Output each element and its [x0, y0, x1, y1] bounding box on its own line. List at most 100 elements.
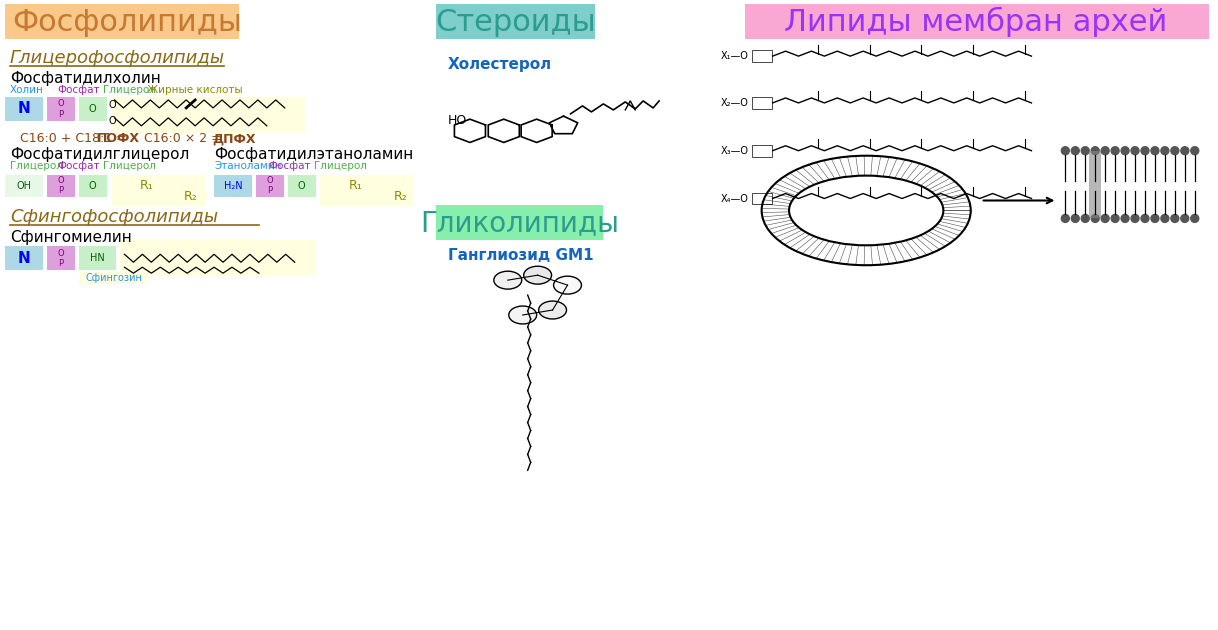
Circle shape — [1091, 214, 1099, 222]
Circle shape — [1101, 214, 1110, 222]
Bar — [214, 175, 252, 197]
Text: N: N — [17, 101, 30, 117]
Text: Жирные кислоты: Жирные кислоты — [147, 85, 242, 95]
Circle shape — [1061, 147, 1069, 155]
Bar — [111, 97, 304, 133]
Bar — [256, 175, 284, 197]
Bar — [752, 97, 772, 109]
Text: R₁: R₁ — [139, 179, 153, 192]
Bar — [46, 175, 74, 197]
Text: C16:0 + C18:1 =: C16:0 + C18:1 = — [19, 132, 127, 146]
Text: O
P: O P — [57, 176, 65, 195]
Text: Холестерол: Холестерол — [448, 57, 552, 72]
Ellipse shape — [538, 301, 566, 319]
Text: O
P: O P — [267, 176, 273, 195]
Text: O: O — [89, 181, 96, 190]
Text: X₂—O: X₂—O — [721, 98, 749, 108]
Circle shape — [1151, 214, 1158, 222]
Text: Глицерол: Глицерол — [313, 161, 367, 171]
Circle shape — [1161, 214, 1169, 222]
Text: N: N — [17, 251, 30, 266]
Bar — [46, 246, 74, 270]
Text: Липиды мембран архей: Липиды мембран архей — [784, 7, 1167, 37]
Bar — [436, 4, 596, 39]
Circle shape — [1091, 147, 1099, 155]
Text: O: O — [108, 116, 116, 126]
Bar — [79, 175, 106, 197]
Bar — [752, 145, 772, 157]
Circle shape — [1151, 147, 1158, 155]
Circle shape — [1121, 147, 1129, 155]
Bar — [121, 240, 314, 276]
Bar — [752, 193, 772, 205]
Text: O
P: O P — [57, 249, 65, 268]
Text: Фосфат: Фосфат — [269, 161, 312, 171]
Text: OH: OH — [16, 181, 32, 190]
Ellipse shape — [553, 276, 581, 294]
Bar — [46, 97, 74, 121]
Text: Глицерол: Глицерол — [102, 85, 156, 95]
Circle shape — [1111, 147, 1119, 155]
Circle shape — [1121, 214, 1129, 222]
Text: R₁: R₁ — [348, 179, 362, 192]
Text: Фосфатидилглицерол: Фосфатидилглицерол — [10, 147, 189, 162]
Bar — [752, 50, 772, 62]
Text: Глицерофосфолипиды: Глицерофосфолипиды — [10, 49, 225, 67]
Text: Сфингомиелин: Сфингомиелин — [10, 230, 132, 245]
Circle shape — [1141, 147, 1149, 155]
Circle shape — [1170, 214, 1179, 222]
Text: O: O — [89, 104, 96, 114]
Text: C16:0 × 2 =: C16:0 × 2 = — [145, 132, 222, 146]
Bar — [79, 272, 149, 284]
Text: Фосфат: Фосфат — [57, 161, 100, 171]
Circle shape — [1191, 147, 1199, 155]
Circle shape — [1082, 214, 1089, 222]
Circle shape — [1141, 214, 1149, 222]
Circle shape — [1072, 147, 1079, 155]
Bar — [79, 246, 117, 270]
Circle shape — [1161, 147, 1169, 155]
Circle shape — [1061, 214, 1069, 222]
Ellipse shape — [493, 271, 521, 289]
Bar — [436, 205, 603, 240]
Text: Сфингофосфолипиды: Сфингофосфолипиды — [10, 209, 218, 226]
Text: Сфингозин: Сфингозин — [85, 273, 143, 283]
Text: ДПФХ: ДПФХ — [212, 132, 256, 146]
Bar — [5, 175, 43, 197]
Text: ПОФХ: ПОФХ — [96, 132, 140, 146]
Text: Холин: Холин — [10, 85, 44, 95]
Text: Фосфолипиды: Фосфолипиды — [12, 8, 242, 37]
Circle shape — [1072, 214, 1079, 222]
Text: R₂: R₂ — [393, 190, 407, 203]
Text: Ганглиозид GM1: Ганглиозид GM1 — [448, 248, 593, 263]
Circle shape — [1111, 214, 1119, 222]
Text: Фосфатидилхолин: Фосфатидилхолин — [10, 71, 161, 86]
Text: Глицерол: Глицерол — [10, 161, 63, 171]
Text: O: O — [298, 181, 306, 190]
Circle shape — [1132, 147, 1139, 155]
Circle shape — [1132, 214, 1139, 222]
Bar — [1089, 151, 1101, 219]
Circle shape — [1191, 214, 1199, 222]
Text: Фосфатидилэтаноламин: Фосфатидилэтаноламин — [214, 147, 413, 162]
Text: O
P: O P — [57, 99, 65, 118]
Text: Стероиды: Стероиды — [435, 8, 596, 37]
Text: X₄—O: X₄—O — [721, 193, 749, 203]
Bar — [79, 97, 106, 121]
Circle shape — [1180, 214, 1189, 222]
Text: X₁—O: X₁—O — [721, 51, 749, 61]
Text: HO: HO — [448, 115, 468, 127]
Bar — [287, 175, 315, 197]
Bar — [111, 175, 205, 207]
Bar — [744, 4, 1208, 39]
Text: O: O — [108, 100, 116, 110]
Text: Этаноламин: Этаноламин — [214, 161, 281, 171]
Ellipse shape — [524, 266, 552, 284]
Text: Фосфат: Фосфат — [57, 85, 100, 95]
Circle shape — [1101, 147, 1110, 155]
Text: Гликолипиды: Гликолипиды — [420, 209, 619, 238]
Bar — [319, 175, 414, 207]
Ellipse shape — [509, 306, 537, 324]
Circle shape — [1082, 147, 1089, 155]
Bar — [5, 246, 43, 270]
